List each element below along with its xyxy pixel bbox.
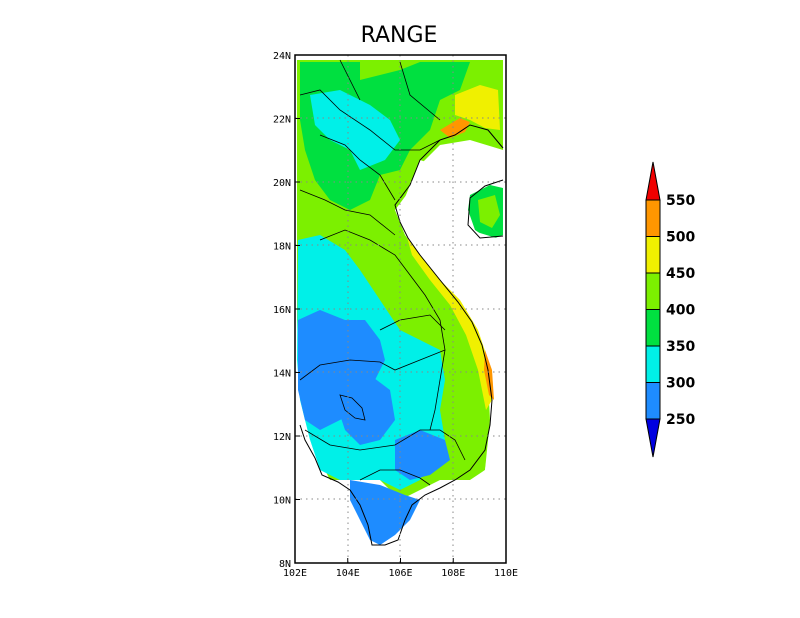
region-250-300-tonle: [335, 370, 395, 445]
region-450-500-coast: [405, 230, 492, 410]
x-tick-label: 106E: [388, 568, 412, 579]
colorbar-label: 400: [666, 303, 695, 319]
colorbar-label: 550: [666, 193, 695, 209]
region-250-300-delta: [350, 480, 420, 545]
colorbar-bottom-arrow: [645, 418, 661, 458]
gridlines: [295, 55, 506, 563]
colorbar-label: 500: [666, 230, 695, 246]
colorbar-box: [645, 345, 661, 383]
x-tick-label: 108E: [441, 568, 465, 579]
plot-area: [295, 55, 506, 563]
y-tick-label: 14N: [273, 369, 291, 380]
x-tick-label: 110E: [494, 568, 518, 579]
gulf-of-thailand: [297, 430, 370, 563]
y-tick-label: 22N: [273, 115, 291, 126]
region-450-500-ne: [455, 85, 500, 130]
country-borders: [299, 59, 466, 486]
sea-area: [395, 140, 503, 320]
contour-field: [297, 60, 503, 545]
region-500-550-gulf: [440, 118, 470, 138]
x-tick-label: 104E: [336, 568, 360, 579]
region-hainan-inner: [478, 195, 500, 228]
lake-outline: [339, 394, 366, 421]
chart-title: RANGE: [361, 23, 438, 48]
region-250-300-east: [395, 430, 450, 480]
colorbar-label: 300: [666, 376, 695, 392]
colorbar-label: 350: [666, 339, 695, 355]
y-tick-label: 18N: [273, 242, 291, 253]
colorbar-top-arrow: [645, 161, 661, 201]
y-tick-label: 8N: [279, 559, 291, 570]
region-300-350-north-cyan: [310, 90, 400, 170]
y-tick-label: 20N: [273, 178, 291, 189]
coastline: [299, 124, 504, 546]
colorbar-label: 450: [666, 266, 695, 282]
x-tick-label: 102E: [283, 568, 307, 579]
axes: 102E 104E 106E 108E 110E 8N 10N 12N 14N 16N 18N 20N…: [273, 51, 518, 579]
y-tick-label: 24N: [273, 51, 291, 62]
colorbar-box: [645, 236, 661, 274]
y-tick-label: 16N: [273, 305, 291, 316]
colorbar-box: [645, 309, 661, 347]
colorbar: 550 500 450 400 350 300 250: [645, 161, 695, 458]
colorbar-box: [645, 199, 661, 237]
colorbar-box: [645, 272, 661, 310]
colorbar-label: 250: [666, 412, 695, 428]
y-tick-label: 12N: [273, 432, 291, 443]
colorbar-box: [645, 382, 661, 420]
y-tick-label: 10N: [273, 496, 291, 507]
sea-south: [400, 410, 503, 563]
